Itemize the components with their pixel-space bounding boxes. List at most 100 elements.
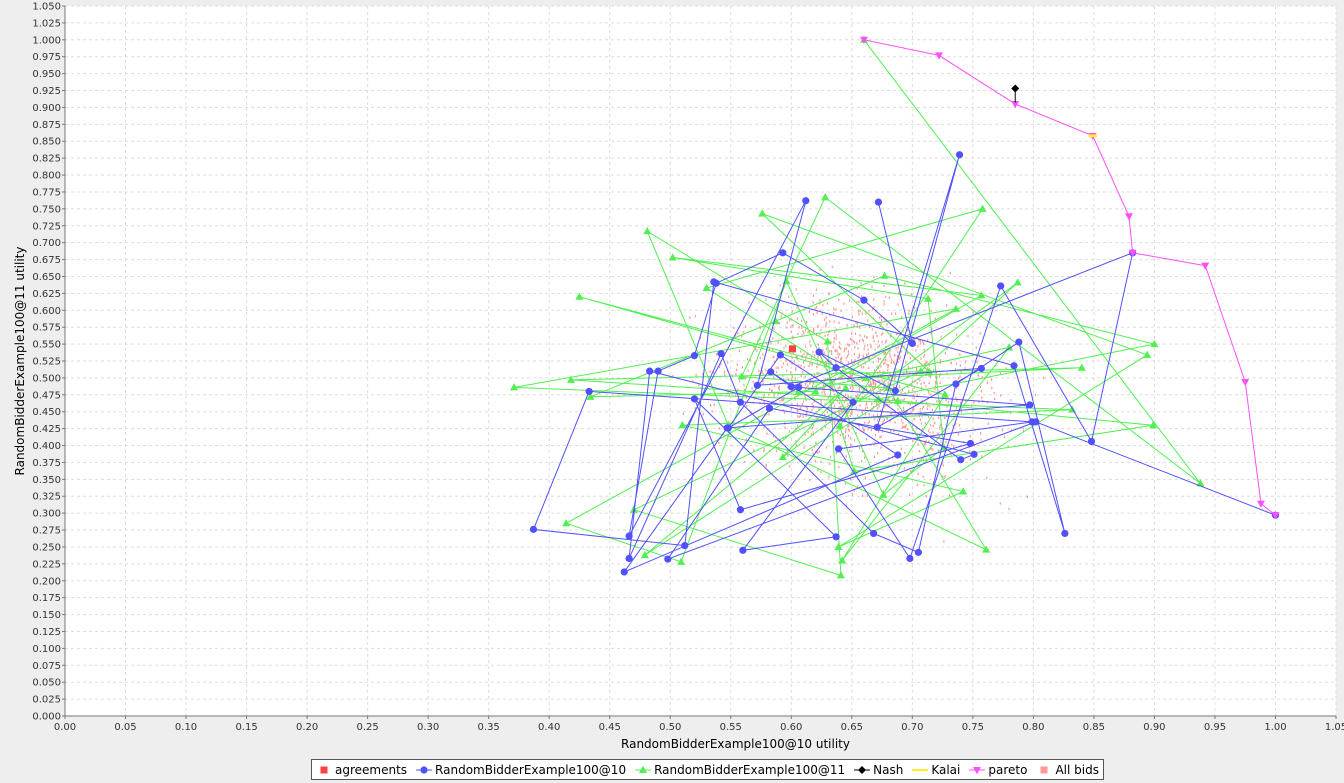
all-bids-point (811, 363, 813, 366)
legend-marker (858, 765, 867, 774)
all-bids-point (899, 356, 902, 359)
all-bids-point (814, 374, 816, 378)
all-bids-point (861, 312, 863, 315)
all-bids-point (905, 369, 908, 372)
all-bids-point (913, 338, 915, 342)
all-bids-point (864, 421, 866, 424)
all-bids-point (919, 339, 921, 343)
all-bids-point (852, 363, 854, 367)
all-bids-point (805, 398, 807, 402)
y-tick-label: 0.925 (32, 86, 61, 97)
all-bids-point (969, 450, 971, 453)
all-bids-point (815, 416, 817, 419)
all-bids-point (861, 379, 863, 382)
all-bids-point (832, 345, 834, 349)
all-bids-point (916, 483, 918, 487)
all-bids-point (924, 441, 926, 445)
all-bids-point (884, 405, 886, 408)
all-bids-point (692, 379, 694, 383)
all-bids-point (849, 437, 852, 440)
all-bids-point (907, 385, 909, 388)
all-bids-point (851, 315, 854, 319)
all-bids-point (760, 366, 763, 370)
all-bids-point (771, 389, 773, 392)
randombidderexample100-10-point (966, 439, 975, 448)
all-bids-point (800, 364, 802, 368)
all-bids-point (912, 393, 915, 397)
all-bids-point (995, 364, 997, 367)
all-bids-point (835, 360, 837, 364)
all-bids-point (923, 443, 925, 446)
all-bids-point (868, 390, 870, 393)
all-bids-point (859, 404, 861, 407)
all-bids-point (811, 402, 813, 406)
all-bids-point (1022, 429, 1025, 433)
all-bids-point (812, 301, 814, 304)
all-bids-point (870, 384, 872, 387)
all-bids-point (773, 360, 776, 364)
all-bids-point (879, 357, 881, 361)
y-tick-label: 0.325 (32, 492, 61, 503)
all-bids-point (823, 391, 825, 394)
all-bids-point (881, 340, 883, 344)
all-bids-point (874, 348, 876, 351)
all-bids-point (926, 361, 928, 364)
y-tick-label: 0.350 (32, 475, 61, 486)
x-tick-label: 0.90 (1143, 722, 1165, 733)
all-bids-point (928, 415, 930, 418)
all-bids-point (883, 389, 885, 393)
all-bids-point (809, 340, 811, 343)
all-bids-point (928, 381, 930, 385)
all-bids-point (881, 430, 884, 433)
all-bids-point (851, 359, 853, 362)
all-bids-point (829, 400, 831, 404)
all-bids-point (795, 288, 797, 291)
all-bids-point (930, 309, 932, 313)
all-bids-point (859, 326, 861, 330)
all-bids-point (880, 333, 883, 336)
all-bids-point (835, 451, 838, 455)
all-bids-point (820, 460, 822, 463)
x-tick-label: 0.20 (296, 722, 318, 733)
all-bids-point (831, 352, 833, 355)
all-bids-point (792, 324, 794, 327)
all-bids-point (861, 494, 864, 498)
all-bids-point (812, 424, 814, 427)
all-bids-point (987, 422, 989, 425)
all-bids-point (694, 315, 697, 318)
all-bids-point (865, 353, 868, 357)
all-bids-point (804, 433, 806, 437)
all-bids-point (801, 326, 803, 329)
all-bids-point (816, 311, 818, 314)
all-bids-point (765, 413, 767, 416)
all-bids-point (791, 356, 793, 360)
all-bids-point (955, 406, 958, 410)
all-bids-point (886, 323, 888, 326)
randombidderexample100-10-point (625, 532, 633, 540)
all-bids-point (857, 393, 859, 397)
all-bids-point (882, 371, 884, 375)
all-bids-point (1008, 507, 1010, 511)
all-bids-point (892, 397, 894, 401)
all-bids-point (896, 358, 898, 361)
all-bids-point (889, 373, 891, 376)
all-bids-point (797, 424, 799, 428)
randombidderexample100-10-point (891, 387, 899, 395)
all-bids-point (897, 345, 899, 349)
all-bids-point (754, 347, 757, 351)
all-bids-point (814, 459, 816, 463)
all-bids-point (837, 355, 839, 358)
all-bids-point (727, 361, 729, 364)
all-bids-point (922, 475, 924, 479)
all-bids-point (825, 360, 827, 363)
y-tick-label: 0.825 (32, 154, 61, 165)
all-bids-point (809, 478, 811, 482)
all-bids-point (871, 285, 873, 288)
all-bids-point (846, 323, 848, 327)
randombidderexample100-10-point (717, 349, 725, 358)
all-bids-point (1019, 403, 1021, 407)
all-bids-point (903, 467, 905, 470)
all-bids-point (794, 377, 796, 380)
y-tick-label: 0.550 (32, 340, 61, 351)
all-bids-point (789, 465, 791, 468)
